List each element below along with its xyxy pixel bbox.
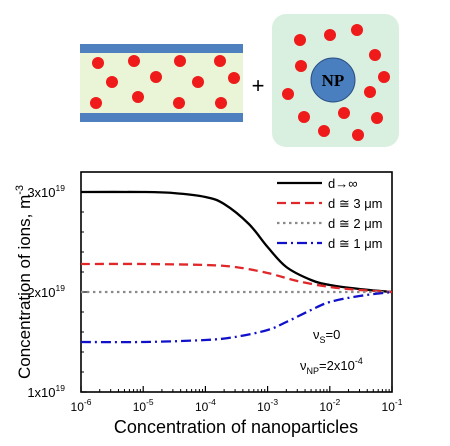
ion (352, 129, 364, 141)
top-electrode (80, 44, 243, 53)
y-axis-label: Concentration of ions, m-3 (14, 185, 34, 379)
series-line-1 (80, 190, 393, 294)
series-line-4 (80, 290, 393, 344)
cell-ions (90, 55, 240, 109)
y-tick-label: 2x1019 (27, 283, 65, 300)
ion (338, 107, 350, 119)
nanoparticle-schematic: NP (272, 14, 399, 147)
x-tick-label: 10-4 (195, 397, 216, 414)
plot-frame (80, 171, 393, 393)
ion (214, 55, 226, 67)
ion (324, 29, 336, 41)
legend-label-3: d ≅ 2 μm (328, 216, 383, 231)
annotation-nu-s: νS=0 (313, 327, 340, 345)
ion (282, 88, 294, 100)
ion (174, 55, 186, 67)
ion (295, 60, 307, 72)
x-tick-label: 10-5 (133, 397, 154, 414)
legend-label-1: d→∞ (328, 176, 358, 191)
x-axis-label: Concentration of nanoparticles (114, 417, 358, 437)
nanoparticle-circle (310, 57, 356, 103)
nanoparticle-label: NP (322, 71, 345, 90)
bottom-electrode (80, 113, 243, 122)
plus-sign: + (252, 73, 265, 98)
series-line-2 (80, 262, 393, 294)
cell-schematic (80, 44, 243, 122)
ion (294, 34, 306, 46)
y-axis-ticks: 1x1019 2x1019 3x1019 (27, 183, 87, 400)
ion (351, 24, 363, 36)
ion (132, 91, 144, 103)
ion (318, 125, 330, 137)
legend-label-2: d ≅ 3 μm (328, 196, 383, 211)
x-tick-label: 10-3 (257, 397, 278, 414)
ion (92, 57, 104, 69)
legend: d→∞ d ≅ 3 μm d ≅ 2 μm d ≅ 1 μm (277, 176, 383, 251)
annotation-nu-np: νNP=2x10-4 (300, 356, 363, 376)
ion (128, 55, 140, 67)
ion (90, 97, 102, 109)
legend-label-4: d ≅ 1 μm (328, 236, 383, 251)
ion (150, 71, 162, 83)
chart: 10-6 10-5 10-4 10-3 10-2 10-1 1x1019 2x1019 3x1… (14, 171, 403, 437)
ion (298, 111, 310, 123)
x-axis-ticks: 10-6 10-5 10-4 10-3 10-2 10-1 (71, 386, 403, 414)
ion (371, 112, 383, 124)
series-group (80, 190, 393, 344)
ion (215, 97, 227, 109)
y-tick-label: 1x1019 (27, 383, 65, 400)
ion (364, 86, 376, 98)
ion (228, 72, 240, 84)
ion (106, 76, 118, 88)
ion (173, 97, 185, 109)
ion (192, 76, 204, 88)
x-tick-label: 10-6 (71, 397, 92, 414)
nanoparticle-ions (282, 24, 390, 141)
ion (378, 71, 390, 83)
x-tick-label: 10-2 (319, 397, 340, 414)
x-tick-label: 10-1 (382, 397, 403, 414)
y-tick-label: 3x1019 (27, 183, 65, 200)
ion (369, 49, 381, 61)
